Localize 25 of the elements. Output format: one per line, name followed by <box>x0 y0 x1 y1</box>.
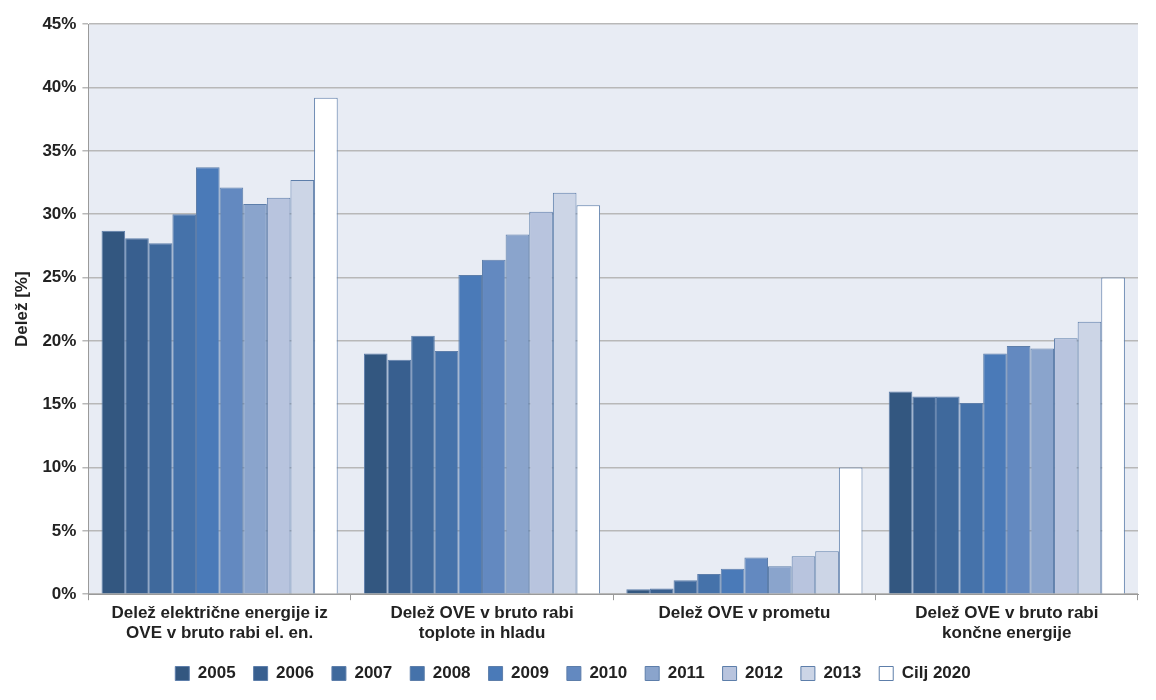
legend-label: 2006 <box>276 663 314 683</box>
y-axis-title: Delež [%] <box>11 271 31 347</box>
legend-label: 2005 <box>197 663 236 683</box>
y-tick-label: 5% <box>51 520 77 540</box>
legend-label: 2008 <box>432 663 471 683</box>
legend-label: 2012 <box>745 663 783 683</box>
x-tick-label: Delež OVE v bruto rabi končne energije <box>915 603 1099 643</box>
legend-label: 2011 <box>667 663 705 683</box>
legend-label: 2013 <box>823 663 862 683</box>
legend-label: 2010 <box>589 663 628 683</box>
y-tick-label: 40% <box>42 77 77 97</box>
y-tick-label: 25% <box>42 267 77 287</box>
y-tick-label: 20% <box>42 330 77 350</box>
x-tick-label: Delež OVE v prometu <box>658 603 831 623</box>
y-tick-label: 35% <box>42 140 77 160</box>
x-tick-label: Delež električne energije iz OVE v bruto rabi el. en. <box>111 603 328 643</box>
y-tick-label: 15% <box>42 393 77 413</box>
y-tick-label: 30% <box>42 203 77 223</box>
legend-label: Cilj 2020 <box>901 663 971 683</box>
legend-label: 2009 <box>511 663 549 683</box>
y-tick-label: 10% <box>42 457 77 477</box>
y-tick-label: 0% <box>51 583 77 603</box>
legend-label: 2007 <box>354 663 393 683</box>
x-tick-label: Delež OVE v bruto rabi toplote in hladu <box>390 603 574 643</box>
y-tick-label: 45% <box>42 13 77 33</box>
